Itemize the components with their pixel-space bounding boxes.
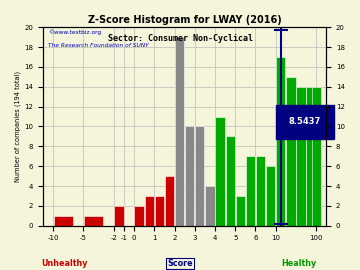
Bar bbox=[286, 77, 296, 226]
Bar bbox=[276, 57, 285, 226]
Text: Healthy: Healthy bbox=[281, 259, 316, 268]
Bar bbox=[165, 176, 174, 226]
Bar bbox=[266, 166, 275, 226]
Bar bbox=[296, 87, 306, 226]
Bar bbox=[185, 126, 194, 226]
Text: ©www.textbiz.org: ©www.textbiz.org bbox=[48, 29, 101, 35]
Text: Score: Score bbox=[167, 259, 193, 268]
Bar bbox=[246, 156, 255, 226]
Text: The Research Foundation of SUNY: The Research Foundation of SUNY bbox=[48, 43, 149, 48]
Bar bbox=[195, 126, 204, 226]
Y-axis label: Number of companies (194 total): Number of companies (194 total) bbox=[15, 71, 22, 182]
Bar bbox=[306, 87, 316, 226]
Bar bbox=[175, 37, 184, 226]
Text: 8.5437: 8.5437 bbox=[289, 117, 321, 126]
Bar bbox=[114, 206, 123, 226]
Bar bbox=[236, 196, 245, 226]
Bar bbox=[225, 136, 235, 226]
Bar bbox=[155, 196, 164, 226]
Bar bbox=[215, 117, 225, 226]
Bar bbox=[205, 186, 215, 226]
Bar bbox=[84, 216, 103, 226]
Bar bbox=[256, 156, 265, 226]
Title: Z-Score Histogram for LWAY (2016): Z-Score Histogram for LWAY (2016) bbox=[88, 15, 282, 25]
Bar bbox=[134, 206, 144, 226]
Bar bbox=[145, 196, 154, 226]
Bar bbox=[54, 216, 73, 226]
Text: Unhealthy: Unhealthy bbox=[41, 259, 88, 268]
Text: Sector: Consumer Non-Cyclical: Sector: Consumer Non-Cyclical bbox=[108, 34, 252, 43]
Bar bbox=[311, 87, 321, 226]
